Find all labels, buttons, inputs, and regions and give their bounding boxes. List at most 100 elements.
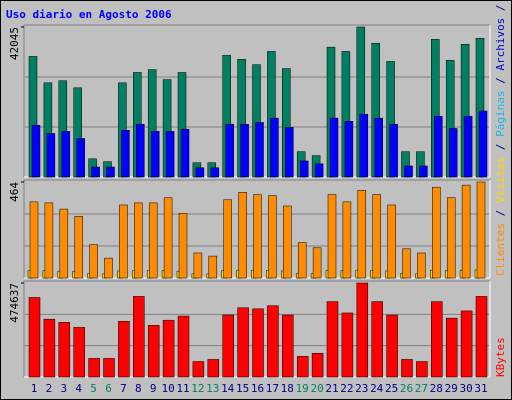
side-label-part: Visitas [494,157,507,203]
x-tick-label: 9 [150,382,157,395]
bar [327,194,337,279]
bar [195,167,205,178]
x-tick-label: 18 [281,382,294,395]
bar [106,166,115,178]
bar [434,116,443,178]
bar [61,131,71,178]
bar [118,320,130,378]
x-tick-label: 4 [75,382,82,395]
x-tick-label: 29 [445,382,458,395]
bar [121,130,130,178]
bar [58,322,71,378]
bar [270,117,279,178]
bar [162,319,175,378]
bar [88,358,100,378]
bar [404,165,413,178]
bar [46,133,56,178]
x-tick-label: 6 [105,382,112,395]
x-tick-label: 23 [355,382,368,395]
side-label: KBytes [494,337,507,377]
bar [225,123,234,178]
bar [134,202,143,279]
x-tick-label: 21 [325,382,338,395]
bar [314,163,324,178]
bar [147,325,160,378]
x-tick-label: 13 [206,382,219,395]
bar [326,301,339,378]
bar [267,305,279,378]
side-label-part: Clientes [494,223,507,276]
bar [91,166,100,178]
bar [401,359,413,378]
bar [177,315,190,378]
x-tick-label: 10 [161,382,174,395]
x-tick-label: 24 [370,382,384,395]
chart-title: Uso diario en Agosto 2006 [6,8,172,21]
bar [240,123,249,178]
bar [374,117,383,178]
bar [419,165,428,178]
bar [475,296,488,378]
bar [180,128,190,178]
bar [282,314,294,378]
bar [28,297,41,378]
side-label-part: / [494,137,507,157]
bar [299,160,309,178]
bar [460,310,473,378]
bar [285,127,294,178]
bar [119,204,128,279]
bar [476,181,486,279]
bar [223,199,232,279]
bar [296,356,309,378]
bar [417,252,426,279]
x-tick-label: 1 [31,382,38,395]
bar [342,201,352,279]
bar [445,317,458,378]
bar [297,242,307,279]
bar [237,307,249,378]
bar [463,116,473,178]
bar [448,128,458,178]
bar [446,197,456,279]
bar [268,195,277,279]
bar [311,352,324,378]
bar [432,186,441,279]
bar [193,252,203,279]
bar [104,257,113,279]
x-tick-label: 7 [120,382,127,395]
bar [416,361,428,378]
x-tick-label: 19 [296,382,309,395]
bar [478,110,488,178]
bar [461,184,471,279]
bar [29,201,39,279]
bar [357,190,367,279]
bar [74,216,83,279]
bar [329,117,339,178]
bar [431,301,443,378]
x-tick-label: 22 [340,382,353,395]
bar [136,123,145,178]
y-tick-label: 474637 [8,283,21,323]
x-tick-label: 26 [400,382,413,395]
side-label-part: / [494,203,507,223]
side-label-part: Archivos [494,18,507,71]
bar [148,202,158,279]
bar [386,314,398,378]
side-label-part: Páginas [494,91,507,137]
x-tick-label: 25 [385,382,398,395]
side-label-part: / [494,71,507,91]
bar [43,318,56,378]
bar [372,194,381,279]
x-tick-label: 17 [266,382,279,395]
bar [89,244,98,279]
bar [402,248,411,279]
bar [150,131,160,178]
bar [178,212,188,279]
side-label-part: / [494,0,507,18]
bar [133,296,145,378]
bar [344,121,354,178]
x-tick-label: 30 [459,382,472,395]
x-tick-label: 28 [430,382,443,395]
side-label: Clientes / Visitas / Páginas / Archivos … [494,0,507,276]
